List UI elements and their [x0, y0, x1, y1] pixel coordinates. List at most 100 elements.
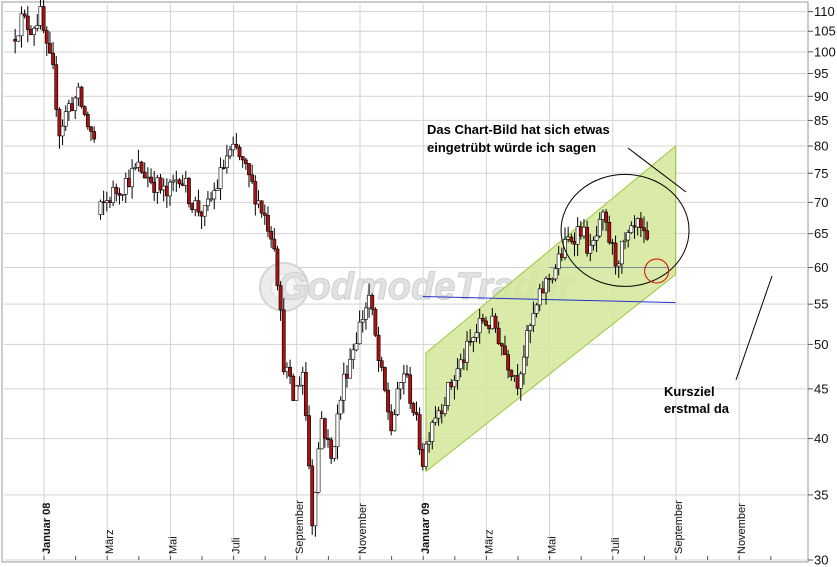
candle-body: [597, 219, 602, 237]
candle-body: [458, 359, 463, 370]
candle-body: [57, 109, 62, 137]
candle-body: [354, 343, 359, 351]
candle-body: [430, 422, 435, 442]
candle-body: [297, 384, 302, 387]
candle-body: [623, 239, 627, 242]
candle-body: [373, 309, 378, 336]
candle-body: [51, 52, 55, 65]
candle-body: [559, 253, 564, 258]
candle-body: [436, 410, 441, 419]
candle-body: [104, 200, 109, 203]
candle-body: [278, 285, 283, 311]
candle-body: [455, 368, 460, 381]
candle-body: [379, 360, 384, 368]
candle-body: [161, 185, 166, 191]
candle-body: [177, 179, 182, 185]
annotation-target-1: Kursziel: [664, 384, 715, 399]
candle-body: [474, 332, 479, 338]
candle-body: [364, 307, 368, 320]
candle-body: [322, 418, 327, 439]
candle-body: [123, 178, 128, 195]
candle-body: [89, 126, 93, 132]
candle-body: [275, 248, 280, 286]
candle-body: [73, 97, 78, 111]
candle-body: [414, 412, 419, 415]
candle-body: [616, 263, 621, 267]
support-line: [422, 296, 676, 304]
grid: [4, 4, 808, 561]
x-tick-label: November: [357, 503, 369, 554]
candle-body: [300, 372, 305, 386]
y-tick-label: 95: [814, 66, 828, 81]
x-tick-label: März: [483, 530, 495, 554]
candle-body: [190, 203, 195, 210]
y-tick-label: 90: [814, 89, 828, 104]
candle-body: [360, 319, 365, 323]
candle-body: [332, 446, 337, 459]
candle-body: [19, 13, 24, 37]
candle-body: [155, 177, 160, 193]
candle-body: [92, 131, 97, 140]
candle-body: [44, 30, 49, 44]
candle-body: [619, 240, 624, 265]
candle-body: [367, 294, 371, 309]
candle-body: [588, 244, 593, 254]
annotation-note-2: eingetrübt würde ich sagen: [427, 140, 596, 155]
candle-body: [281, 309, 286, 372]
candle-body: [613, 242, 618, 267]
candle-body: [531, 313, 536, 326]
candle-body: [262, 212, 267, 216]
candle-body: [329, 439, 334, 459]
candle-body: [66, 103, 71, 112]
x-tick-label: November: [736, 503, 748, 554]
candle-body: [465, 340, 469, 363]
candle-body: [607, 221, 612, 243]
candles: [13, 0, 650, 537]
candle-body: [635, 218, 640, 228]
overlay-channel: [422, 144, 677, 473]
candle-body: [629, 225, 634, 233]
candle-body: [338, 399, 343, 415]
candle-body: [111, 187, 116, 203]
candle-body: [569, 236, 574, 242]
candle-body: [547, 278, 552, 280]
candle-body: [82, 106, 87, 115]
candle-body: [544, 278, 548, 294]
candle-body: [572, 241, 577, 245]
candle-body: [98, 201, 103, 215]
candle-body: [645, 230, 650, 240]
candle-body: [389, 411, 394, 432]
candle-body: [452, 380, 457, 388]
candle-body: [582, 226, 586, 237]
candle-body: [294, 385, 299, 401]
candle-body: [411, 403, 416, 413]
candle-body: [348, 358, 353, 379]
candle-body: [496, 327, 501, 344]
candle-body: [420, 449, 425, 467]
candle-body: [468, 340, 473, 343]
candle-body: [101, 201, 106, 204]
candle-body: [215, 188, 220, 191]
candle-body: [392, 414, 397, 432]
candle-body: [218, 167, 223, 189]
candle-body: [313, 492, 318, 527]
x-tick-label: Januar 09: [420, 503, 432, 554]
candle-body: [382, 367, 387, 391]
candle-body: [256, 200, 261, 205]
candle-body: [515, 375, 520, 389]
candle-body: [171, 180, 176, 183]
candle-body: [395, 388, 400, 415]
candle-body: [540, 288, 545, 294]
y-tick-label: 65: [814, 226, 828, 241]
candle-body: [35, 25, 40, 29]
candle-body: [114, 187, 119, 194]
candle-body: [303, 372, 308, 416]
y-tick-label: 85: [814, 113, 828, 128]
candle-body: [493, 315, 498, 329]
candle-body: [487, 325, 492, 330]
candle-body: [499, 343, 504, 347]
candle-body: [25, 15, 30, 30]
candle-body: [152, 181, 157, 193]
y-axis: 110 105 100 95 90 85 80 75 70 65 60 55 50 45 40 35 30: [808, 4, 836, 567]
